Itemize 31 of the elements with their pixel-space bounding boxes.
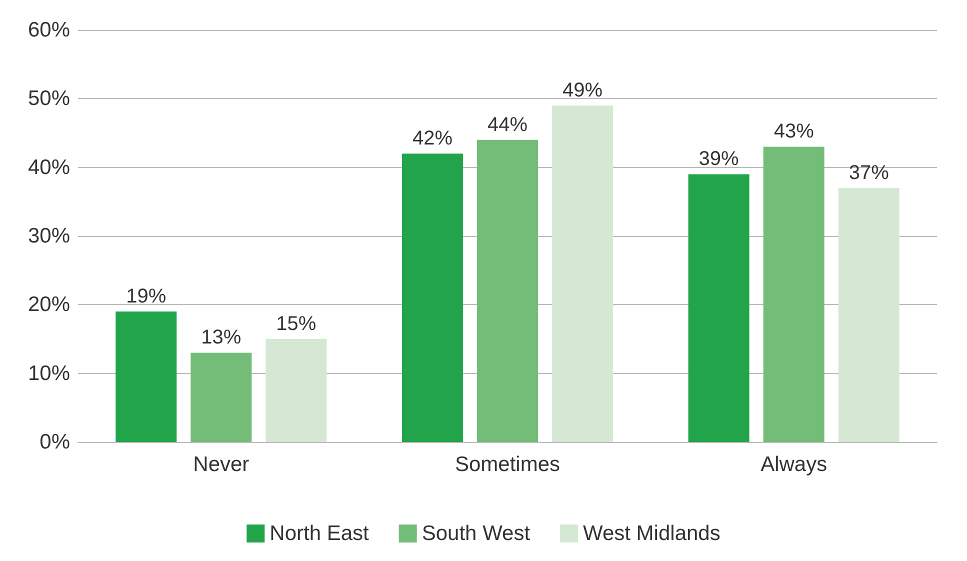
bar (763, 146, 824, 442)
data-label: 43% (774, 120, 814, 143)
x-tick-label: Sometimes (454, 453, 560, 476)
data-label: 19% (126, 286, 166, 308)
data-label: 39% (698, 148, 740, 170)
y-tick-label: 30% (28, 224, 70, 248)
y-tick-label: 50% (28, 87, 70, 110)
legend-label: South West (422, 522, 530, 545)
bar (266, 339, 327, 442)
bar (552, 106, 614, 442)
legend-label: West Midlands (583, 522, 720, 545)
data-label: 44% (487, 114, 528, 136)
data-label: 15% (276, 313, 316, 335)
bar (477, 140, 538, 442)
bar (116, 312, 177, 442)
y-tick-label: 0% (40, 430, 70, 454)
x-tick-label: Always (760, 453, 828, 476)
bar (838, 188, 900, 442)
data-label: 42% (412, 128, 453, 150)
y-tick-label: 20% (28, 293, 70, 316)
y-tick-label: 60% (28, 18, 70, 42)
y-tick-label: 40% (28, 156, 70, 179)
legend-label: North East (270, 522, 370, 545)
y-tick-label: 10% (28, 362, 70, 385)
bar (190, 352, 252, 442)
bar (688, 174, 750, 442)
data-label: 13% (201, 326, 242, 349)
bar (402, 154, 463, 442)
data-label: 49% (562, 80, 603, 102)
x-tick-label: Never (193, 453, 250, 476)
data-label: 37% (848, 162, 890, 184)
